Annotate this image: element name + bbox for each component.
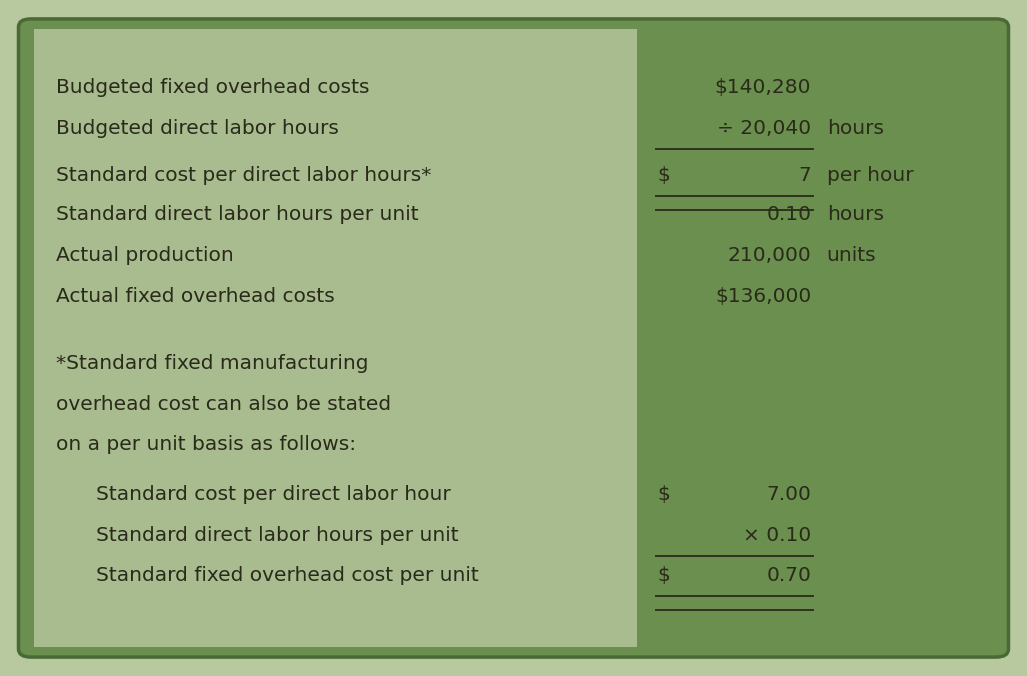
Text: on a per unit basis as follows:: on a per unit basis as follows: [56, 435, 356, 454]
Text: units: units [827, 246, 876, 265]
Text: Actual production: Actual production [56, 246, 234, 265]
Text: $: $ [657, 485, 670, 504]
Text: $: $ [657, 566, 670, 585]
Text: Standard fixed overhead cost per unit: Standard fixed overhead cost per unit [96, 566, 479, 585]
Text: 0.70: 0.70 [766, 566, 811, 585]
Text: Standard direct labor hours per unit: Standard direct labor hours per unit [96, 526, 458, 545]
Text: Actual fixed overhead costs: Actual fixed overhead costs [56, 287, 335, 306]
Text: ÷ 20,040: ÷ 20,040 [717, 119, 811, 138]
Text: hours: hours [827, 206, 884, 224]
Text: 7: 7 [799, 166, 811, 185]
Text: Standard direct labor hours per unit: Standard direct labor hours per unit [56, 206, 419, 224]
Text: 0.10: 0.10 [766, 206, 811, 224]
Text: 7.00: 7.00 [766, 485, 811, 504]
Text: per hour: per hour [827, 166, 913, 185]
Text: Standard cost per direct labor hours*: Standard cost per direct labor hours* [56, 166, 432, 185]
Text: *Standard fixed manufacturing: *Standard fixed manufacturing [56, 354, 369, 373]
FancyBboxPatch shape [18, 19, 1009, 657]
Text: Budgeted fixed overhead costs: Budgeted fixed overhead costs [56, 78, 370, 97]
Text: overhead cost can also be stated: overhead cost can also be stated [56, 395, 391, 414]
Bar [637, 29, 962, 647]
Bar [34, 29, 637, 647]
Text: $136,000: $136,000 [715, 287, 811, 306]
Text: $: $ [657, 166, 670, 185]
Text: × 0.10: × 0.10 [744, 526, 811, 545]
Text: 210,000: 210,000 [727, 246, 811, 265]
Text: $140,280: $140,280 [715, 78, 811, 97]
Text: Standard cost per direct labor hour: Standard cost per direct labor hour [96, 485, 450, 504]
Text: hours: hours [827, 119, 884, 138]
Text: Budgeted direct labor hours: Budgeted direct labor hours [56, 119, 339, 138]
